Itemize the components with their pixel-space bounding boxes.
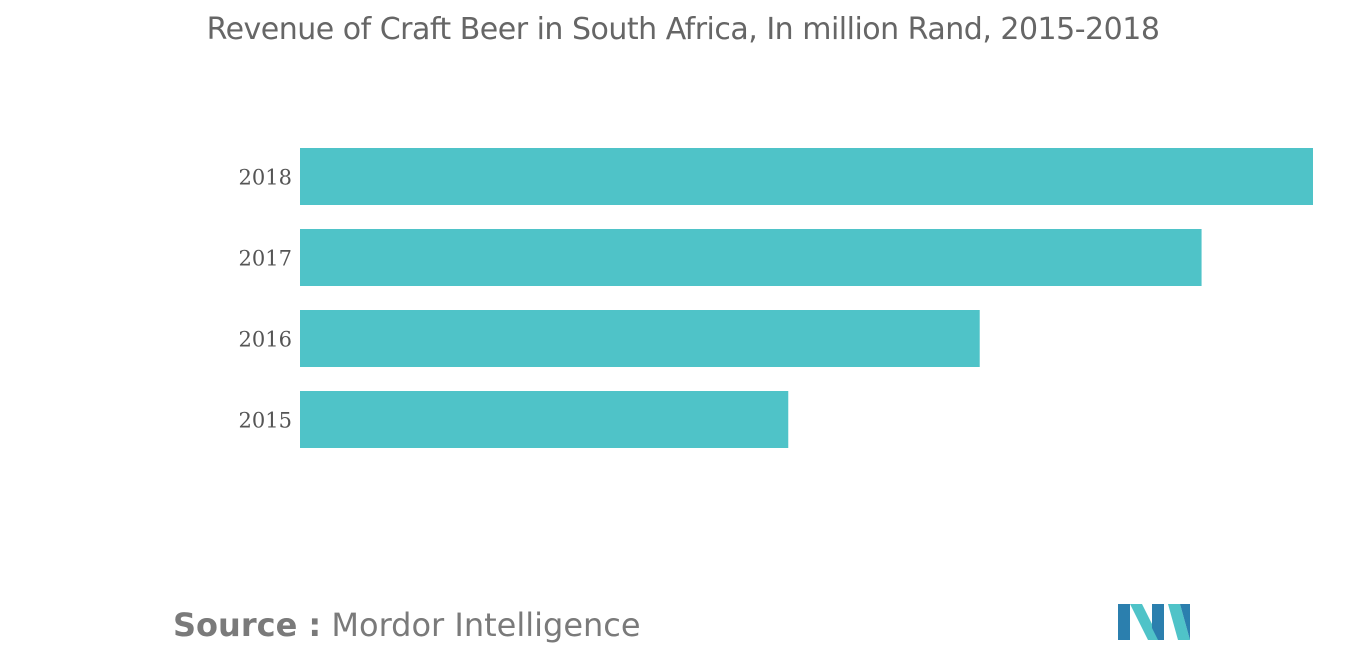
y-tick-label-2017: 2017 <box>239 247 292 271</box>
source-text: Mordor Intelligence <box>331 606 641 644</box>
source-label: Source : <box>173 606 322 644</box>
y-tick-label-2018: 2018 <box>239 166 292 190</box>
bar-2017 <box>300 229 1202 286</box>
chart-title: Revenue of Craft Beer in South Africa, I… <box>206 12 1160 47</box>
y-tick-label-2016: 2016 <box>239 328 292 352</box>
bar-2018 <box>300 148 1313 205</box>
y-tick-label-2015: 2015 <box>239 409 292 433</box>
bar-2016 <box>300 310 980 367</box>
mordor-intelligence-logo-icon <box>1118 604 1190 640</box>
source-line: Source : Mordor Intelligence <box>173 606 641 644</box>
bar-2015 <box>300 391 789 448</box>
